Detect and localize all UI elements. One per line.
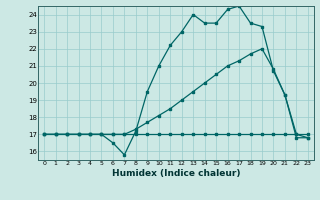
- X-axis label: Humidex (Indice chaleur): Humidex (Indice chaleur): [112, 169, 240, 178]
